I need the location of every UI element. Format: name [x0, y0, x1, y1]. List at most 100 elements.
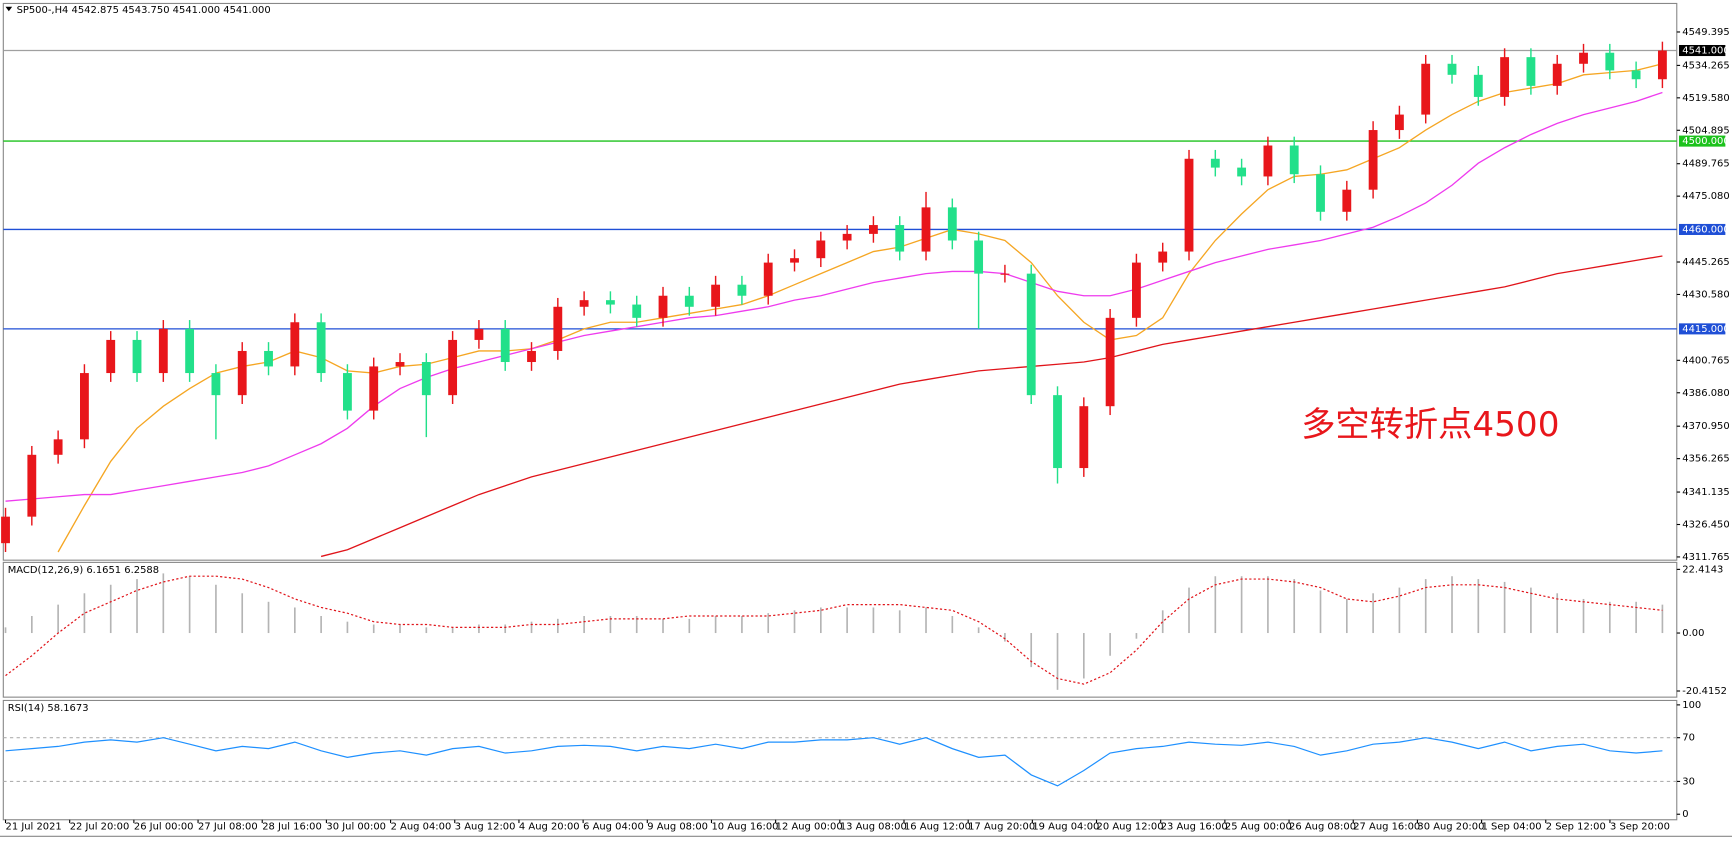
- candle-body: [1342, 189, 1352, 212]
- macd-title: MACD(12,26,9) 6.1651 6.2588: [8, 565, 159, 576]
- candle-body: [1579, 52, 1588, 64]
- macd-panel: [2, 561, 1678, 698]
- candle-body: [395, 362, 405, 367]
- rsi-title: RSI(14) 58.1673: [8, 703, 89, 714]
- candle-body: [158, 328, 168, 374]
- candle-body: [790, 258, 799, 263]
- x-tick-label: 26 Aug 08:00: [1289, 821, 1356, 832]
- rsi-panel: [2, 699, 1678, 821]
- x-tick-label: 17 Aug 20:00: [968, 821, 1035, 832]
- candle-body: [1000, 273, 1010, 275]
- y-tick-label: 4400.765: [1682, 355, 1729, 366]
- candle-body: [474, 328, 484, 340]
- y-tick-label: 4475.080: [1682, 191, 1729, 202]
- candle-body: [711, 284, 721, 307]
- candle-body: [290, 322, 300, 367]
- x-tick-label: 27 Jul 08:00: [198, 821, 258, 832]
- candle-body: [1053, 395, 1062, 469]
- level-box: [1678, 223, 1726, 235]
- candle-body: [316, 322, 326, 374]
- x-tick-label: 6 Aug 04:00: [583, 821, 644, 832]
- candle-body: [1184, 158, 1194, 252]
- y-tick-label: 4311.765: [1682, 552, 1729, 563]
- candle-body: [816, 240, 826, 259]
- y-tick-label: 4356.265: [1682, 454, 1729, 465]
- candle-body: [1131, 262, 1141, 318]
- y-tick-label: 4326.450: [1682, 520, 1729, 531]
- candle-body: [237, 350, 247, 396]
- price-panel: [2, 2, 1678, 561]
- candle-body: [421, 362, 431, 396]
- y-tick-label: 4341.135: [1682, 487, 1729, 498]
- y-tick-label: 4504.895: [1682, 125, 1729, 136]
- candle-body: [1316, 174, 1325, 212]
- candle-body: [868, 225, 878, 234]
- candle-body: [632, 304, 642, 318]
- x-tick-label: 26 Jul 00:00: [134, 821, 194, 832]
- x-tick-label: 25 Aug 00:00: [1225, 821, 1292, 832]
- x-tick-label: 22 Jul 20:00: [70, 821, 130, 832]
- price-title: SP500-,H4 4542.875 4543.750 4541.000 454…: [17, 5, 271, 16]
- y-tick-label: 70: [1682, 733, 1695, 744]
- candle-body: [1263, 145, 1273, 177]
- candle-body: [1368, 130, 1378, 190]
- level-label: 4500.000: [1682, 136, 1729, 147]
- x-tick-label: 28 Jul 16:00: [262, 821, 322, 832]
- candle-body: [1421, 63, 1431, 115]
- candle-body: [53, 439, 63, 455]
- candle-body: [1500, 57, 1510, 97]
- x-tick-label: 10 Aug 16:00: [711, 821, 778, 832]
- level-label: 4460.000: [1682, 224, 1729, 235]
- candle-body: [1552, 63, 1562, 86]
- y-tick-label: 4386.080: [1682, 388, 1729, 399]
- candle-body: [974, 240, 984, 274]
- candle-body: [763, 262, 773, 296]
- candle-body: [1605, 52, 1615, 71]
- x-tick-label: 3 Sep 20:00: [1610, 821, 1670, 832]
- candle-body: [1447, 63, 1457, 75]
- candle-body: [1026, 273, 1036, 396]
- level-box: [1678, 44, 1726, 57]
- candle-body: [264, 350, 273, 367]
- x-tick-label: 2 Sep 12:00: [1546, 821, 1606, 832]
- y-tick-label: 4519.580: [1682, 93, 1729, 104]
- y-tick-label: 22.4143: [1682, 564, 1723, 575]
- level-box: [1678, 323, 1726, 335]
- candle-body: [579, 300, 589, 307]
- candle-body: [132, 339, 142, 374]
- y-tick-label: 4430.580: [1682, 289, 1729, 300]
- candle-body: [947, 207, 957, 241]
- y-tick-label: 4370.950: [1682, 421, 1729, 432]
- y-tick-label: 0.00: [1682, 628, 1704, 639]
- x-tick-label: 20 Aug 12:00: [1097, 821, 1164, 832]
- rsi-line: [5, 737, 1663, 787]
- candle-body: [27, 454, 37, 517]
- candle-body: [1158, 251, 1168, 263]
- candle-body: [684, 295, 694, 307]
- x-tick-label: 12 Aug 00:00: [776, 821, 843, 832]
- annotation: 多空转折点4500: [1301, 405, 1559, 445]
- menu-arrow[interactable]: [5, 6, 13, 12]
- candle-body: [842, 233, 852, 241]
- candle-body: [1210, 158, 1220, 168]
- x-tick-label: 27 Aug 16:00: [1353, 821, 1420, 832]
- level-label: 4415.000: [1682, 324, 1729, 335]
- candle-body: [553, 306, 563, 351]
- y-tick-label: -20.4152: [1682, 686, 1727, 697]
- candle-body: [1526, 57, 1536, 86]
- candle-body: [1394, 114, 1404, 131]
- candle-body: [1237, 167, 1247, 177]
- y-tick-label: 4445.265: [1682, 257, 1729, 268]
- moving-average: [320, 255, 1663, 558]
- candle-body: [1289, 145, 1299, 175]
- x-tick-label: 3 Aug 12:00: [455, 821, 516, 832]
- candle-body: [106, 339, 116, 374]
- y-tick-label: 4489.765: [1682, 159, 1729, 170]
- x-tick-label: 30 Aug 20:00: [1417, 821, 1484, 832]
- candle-body: [658, 295, 668, 318]
- candle-body: [500, 328, 510, 363]
- macd-signal: [5, 575, 1663, 685]
- candle-body: [185, 328, 195, 374]
